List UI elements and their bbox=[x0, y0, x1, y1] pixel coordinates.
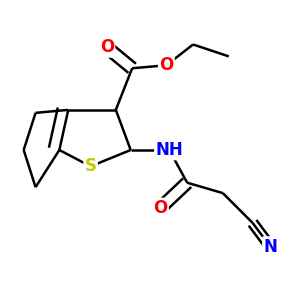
Text: O: O bbox=[159, 56, 173, 74]
Text: O: O bbox=[153, 199, 167, 217]
Text: O: O bbox=[100, 38, 114, 56]
Text: NH: NH bbox=[155, 141, 183, 159]
Text: N: N bbox=[263, 238, 277, 256]
Text: S: S bbox=[85, 157, 97, 175]
